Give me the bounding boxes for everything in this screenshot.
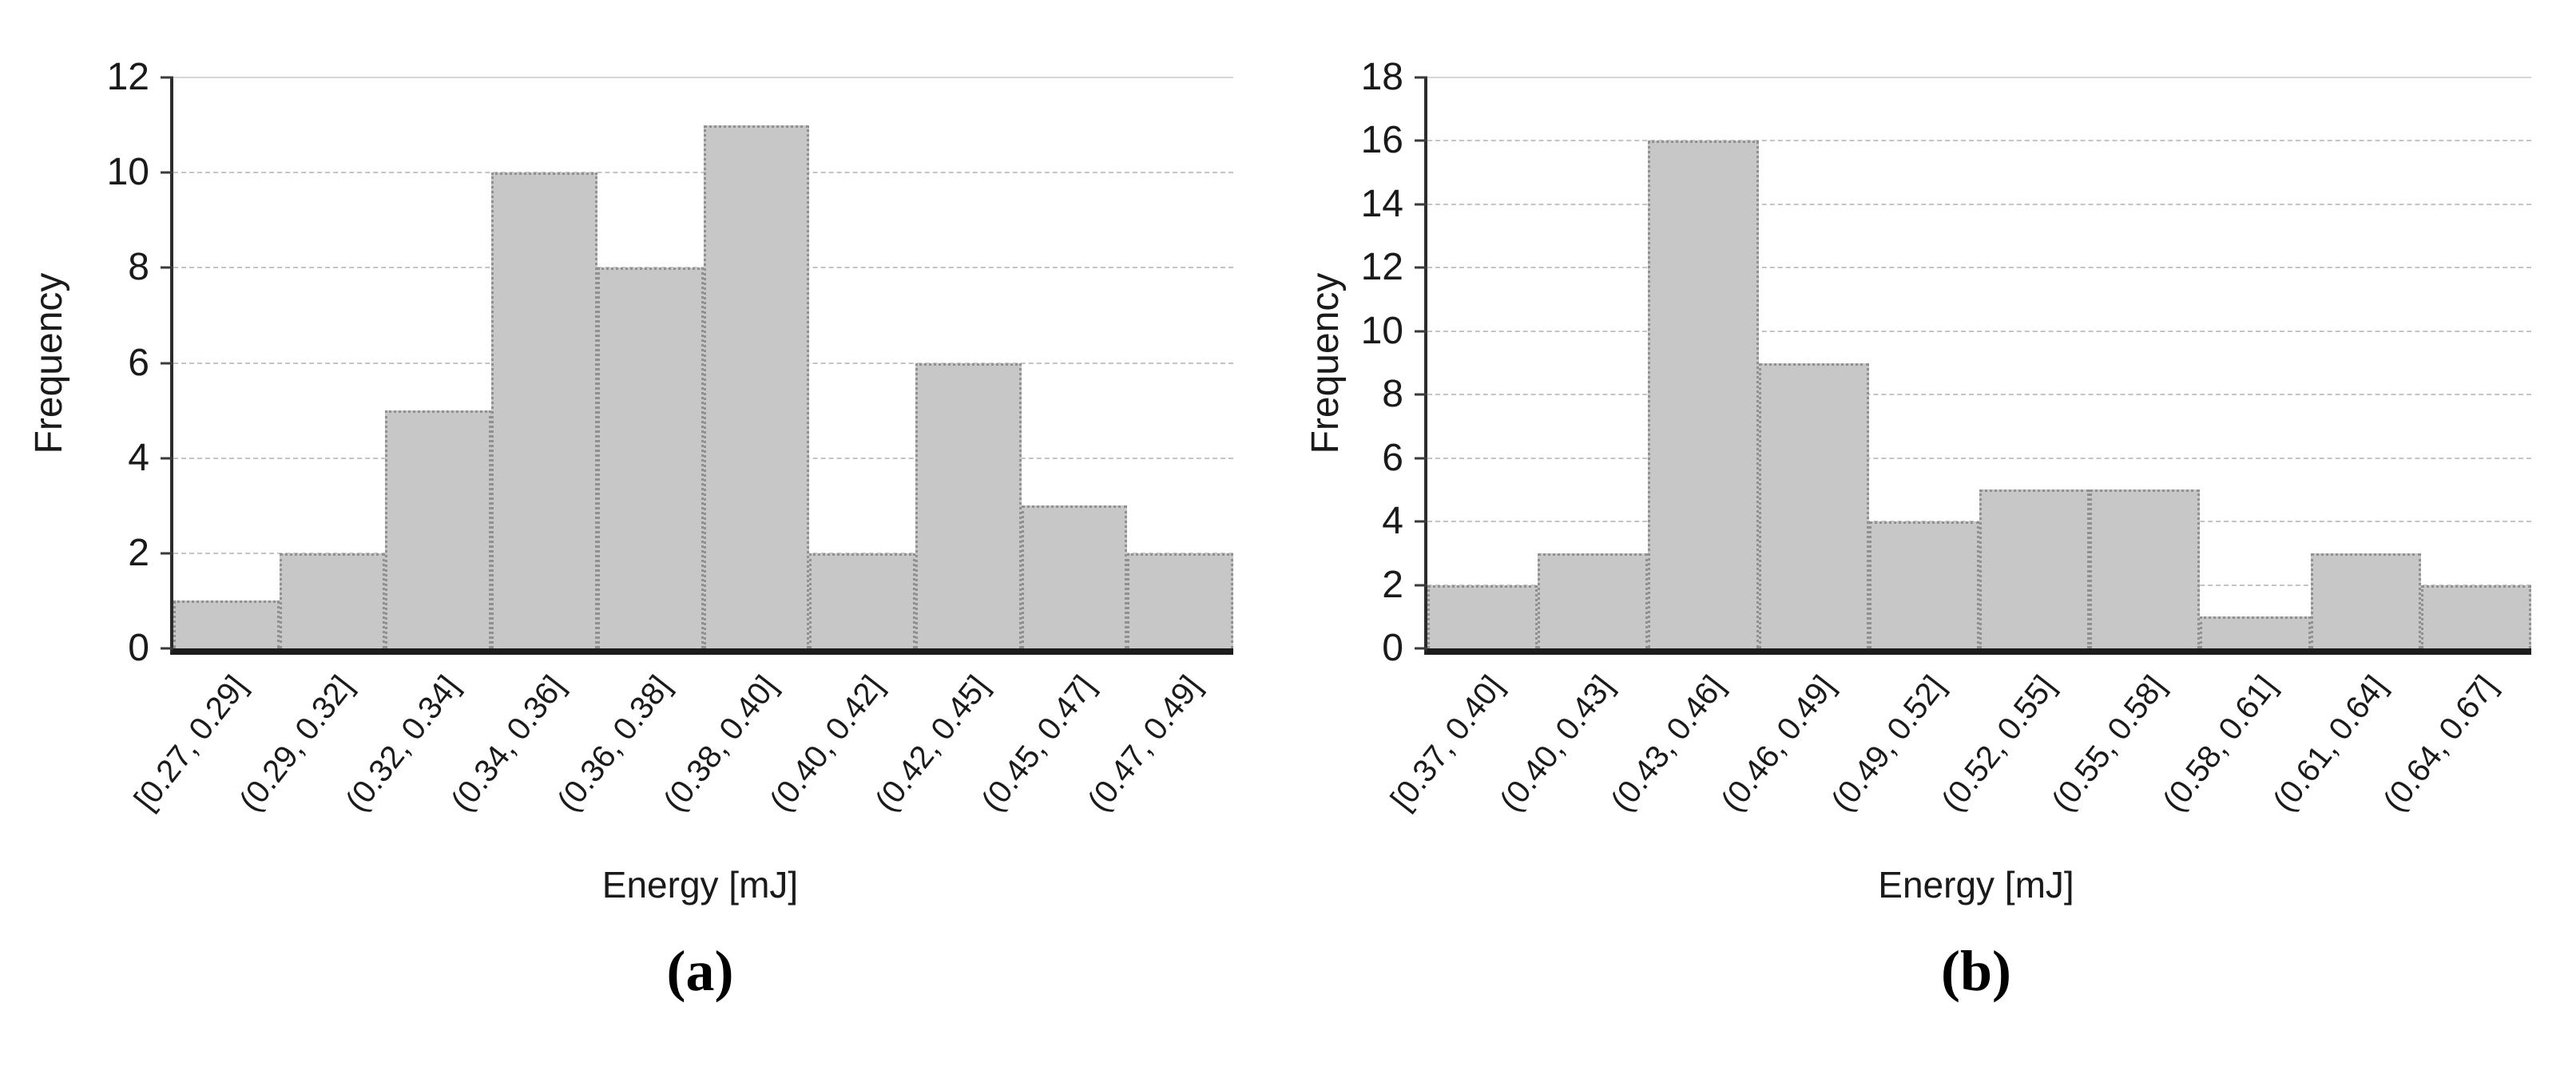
histogram-b: Frequency 0 2 4 6 8 10 12 14 16 18 [0.37, 0.40] (0.… (1288, 0, 2576, 1070)
x-tick-label: [0.37, 0.40] (1383, 669, 1510, 817)
gridline (1427, 330, 2531, 332)
x-tick-label: (0.52, 0.55] (1935, 669, 2062, 818)
bar (2420, 585, 2532, 648)
y-tick-label: 12 (106, 56, 149, 98)
bar (1979, 489, 2090, 648)
y-axis-title: Frequency (28, 272, 70, 454)
gridline (173, 172, 1233, 174)
plot-area: 0 2 4 6 8 10 12 14 16 18 [0.37, 0.40] (0.40, 0.43](… (1361, 58, 2532, 818)
subfigure-caption: (a) (666, 939, 734, 1003)
y-tick-mark (1415, 584, 1427, 587)
y-tick-mark (1415, 139, 1427, 142)
bar (1758, 363, 1869, 648)
x-axis-title: Energy [mJ] (1878, 864, 2074, 906)
y-tick-label: 2 (128, 531, 149, 574)
x-tick-label: (0.43, 0.46] (1603, 669, 1732, 818)
bar (491, 172, 597, 648)
bar (1427, 585, 1538, 648)
bar (1868, 521, 1980, 648)
bar (1127, 553, 1234, 648)
y-tick-mark (161, 171, 173, 174)
gridline (1427, 267, 2531, 269)
y-tick-mark (161, 362, 173, 364)
bar (173, 600, 280, 648)
y-tick-label: 10 (1360, 309, 1403, 352)
bar (2200, 616, 2311, 648)
gridline (1427, 457, 2531, 459)
x-tick-label: (0.64, 0.67] (2376, 669, 2504, 818)
y-tick-label: 0 (1382, 627, 1403, 669)
gridline (1427, 77, 2531, 78)
y-tick-label: 10 (106, 151, 149, 194)
x-tick-label: (0.61, 0.64] (2266, 669, 2394, 818)
y-tick-label: 16 (1360, 119, 1403, 162)
y-tick-mark (1415, 203, 1427, 206)
x-tick-label: (0.58, 0.61] (2155, 669, 2284, 818)
y-tick-mark (1415, 393, 1427, 396)
gridline (1427, 203, 2531, 205)
gridline (173, 77, 1233, 78)
y-tick-label: 12 (1360, 246, 1403, 289)
plot-area: 0 2 4 6 8 10 12 [0.27, 0.29] (0.29, 0.32] (0.32, … (107, 58, 1234, 818)
bars-group (173, 77, 1234, 648)
x-axis-title: Energy [mJ] (601, 864, 799, 906)
y-tick-label: 0 (128, 627, 149, 669)
y-tick-mark (161, 76, 173, 79)
y-tick-label: 8 (1382, 373, 1403, 416)
y-tick-label: 4 (1382, 500, 1403, 543)
bar (1538, 553, 1649, 648)
bar (915, 363, 1022, 648)
gridline (1427, 140, 2531, 142)
bar (809, 553, 915, 648)
y-tick-mark (161, 457, 173, 460)
y-tick-label: 8 (128, 246, 149, 289)
bar (2090, 489, 2201, 648)
y-tick-label: 4 (128, 436, 149, 479)
y-tick-label: 18 (1360, 56, 1403, 98)
y-tick-mark (1415, 457, 1427, 460)
bar (1021, 505, 1128, 648)
bar (279, 553, 386, 648)
gridline (1427, 394, 2531, 396)
y-tick-label: 6 (1382, 436, 1403, 479)
y-tick-label: 14 (1360, 182, 1403, 225)
y-tick-mark (1415, 330, 1427, 333)
y-tick-mark (161, 266, 173, 269)
y-axis-title: Frequency (1304, 272, 1347, 454)
y-tick-mark (1415, 647, 1427, 650)
y-tick-mark (161, 552, 173, 555)
bars-group (1427, 77, 2532, 648)
y-tick-label: 6 (128, 341, 149, 384)
bar (1648, 141, 1759, 648)
x-tick-label: (0.49, 0.52] (1824, 669, 1952, 818)
x-tick-label: (0.55, 0.58] (2045, 669, 2173, 818)
bar (385, 410, 492, 648)
x-tick-label: (0.46, 0.49] (1714, 669, 1842, 818)
bar (703, 125, 810, 648)
y-tick-mark (1415, 76, 1427, 79)
y-tick-mark (161, 647, 173, 650)
subfigure-caption: (b) (1941, 939, 2011, 1003)
bar (597, 268, 704, 648)
y-tick-mark (1415, 266, 1427, 269)
y-tick-mark (1415, 520, 1427, 523)
histogram-a: Frequency 0 2 4 6 8 10 12 [0.27, 0.29] (0.29, 0.… (28, 58, 1234, 1003)
bar (2310, 553, 2421, 648)
y-tick-label: 2 (1382, 563, 1403, 606)
x-tick-label: (0.40, 0.43] (1493, 669, 1621, 818)
